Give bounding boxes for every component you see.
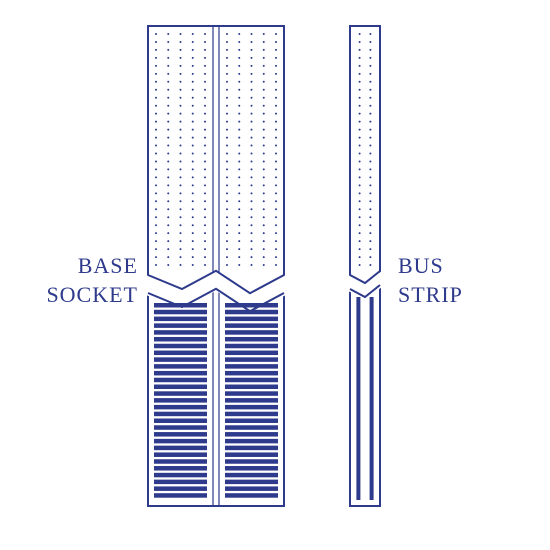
bus-strip-label: BUS STRIP: [398, 252, 498, 309]
label-text: BASE: [78, 253, 138, 278]
base-socket-label: BASE SOCKET: [38, 252, 138, 309]
label-text: STRIP: [398, 282, 463, 307]
label-text: SOCKET: [46, 282, 138, 307]
label-text: BUS: [398, 253, 444, 278]
